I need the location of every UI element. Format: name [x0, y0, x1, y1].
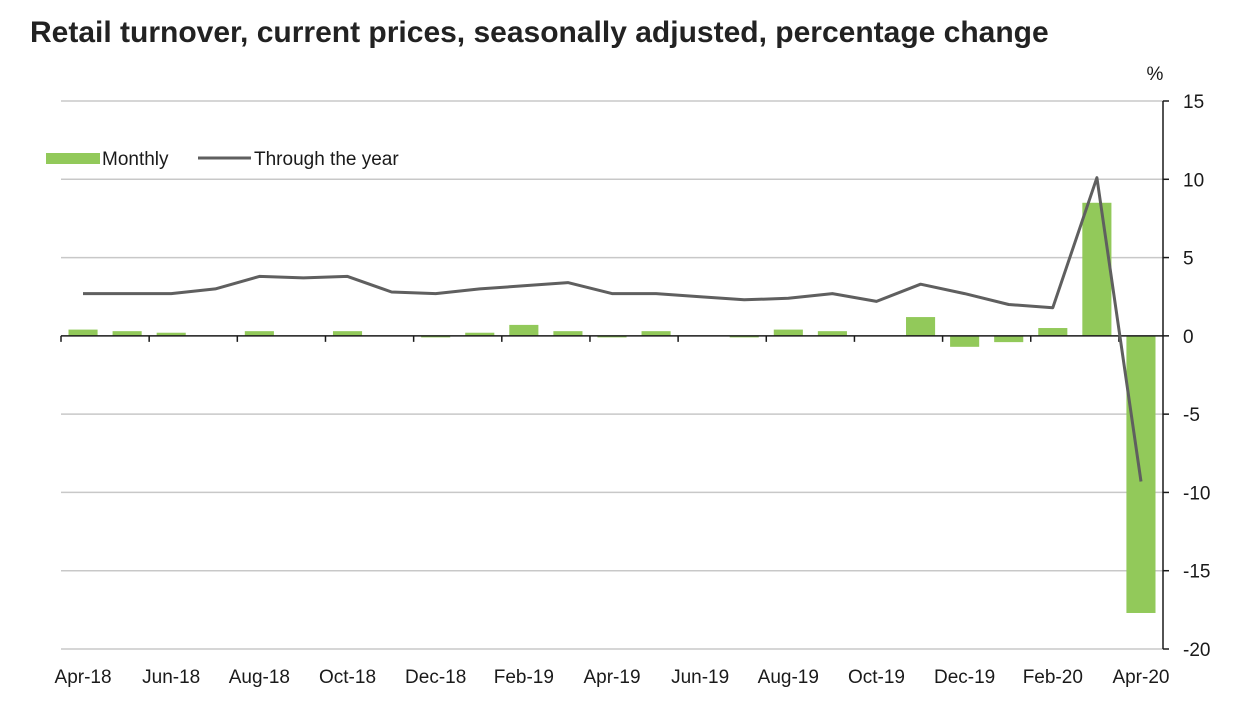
monthly-bar — [641, 331, 671, 336]
monthly-bar — [332, 331, 363, 336]
through-the-year-line — [83, 176, 1143, 482]
monthly-bar — [156, 332, 186, 336]
x-tick-label: Apr-20 — [1112, 667, 1169, 688]
x-tick-label: Aug-18 — [229, 667, 290, 688]
x-tick-label: Apr-19 — [583, 667, 640, 688]
x-tick-label: Jun-18 — [142, 667, 200, 688]
legend-label-monthly: Monthly — [102, 149, 169, 170]
x-tick-label: Aug-19 — [758, 667, 819, 688]
monthly-bar — [1038, 328, 1068, 336]
axes — [60, 100, 1169, 650]
monthly-bar — [994, 335, 1024, 343]
y-tick-label: 5 — [1183, 249, 1194, 270]
y-tick-label: -20 — [1183, 640, 1210, 661]
x-tick-label: Feb-20 — [1023, 667, 1083, 688]
monthly-bar — [465, 332, 495, 336]
monthly-bar — [729, 335, 759, 338]
axis-labels: 15 10 5 0 -5 -10 -15 -20% Apr-18 Jun-18 Aug-18 Oct-… — [55, 64, 1211, 688]
chart-title: Retail turnover, current prices, seasona… — [30, 16, 1049, 49]
x-tick-label: Apr-18 — [55, 667, 112, 688]
x-tick-label: Feb-19 — [494, 667, 554, 688]
monthly-bar — [597, 335, 627, 338]
monthly-bar — [509, 324, 539, 336]
monthly-bar — [68, 329, 98, 336]
monthly-bar — [817, 331, 847, 336]
x-tick-label: Dec-18 — [405, 667, 466, 688]
y-tick-label: -10 — [1183, 483, 1210, 504]
legend-swatch-monthly — [46, 153, 100, 164]
through-the-year-line-group — [83, 176, 1143, 482]
monthly-bar — [773, 329, 803, 336]
monthly-bar — [553, 331, 583, 336]
monthly-bar — [244, 331, 274, 336]
x-tick-label: Oct-19 — [848, 667, 905, 688]
x-tick-label: Jun-19 — [671, 667, 729, 688]
x-tick-label: Oct-18 — [319, 667, 376, 688]
y-unit-label: % — [1147, 64, 1164, 85]
y-tick-label: 0 — [1183, 327, 1194, 348]
monthly-bars — [68, 202, 1156, 613]
y-tick-label: 15 — [1183, 92, 1204, 113]
y-tick-label: 10 — [1183, 170, 1204, 191]
legend-label-through-the-year: Through the year — [254, 149, 399, 170]
gridlines — [61, 100, 1163, 650]
monthly-bar — [950, 335, 980, 347]
monthly-bar — [421, 335, 451, 338]
legend: Monthly Through the year — [46, 149, 399, 170]
monthly-bar — [112, 331, 142, 336]
monthly-bar — [1082, 202, 1112, 336]
y-tick-label: -15 — [1183, 562, 1210, 583]
monthly-bar — [906, 317, 936, 336]
x-tick-label: Dec-19 — [934, 667, 995, 688]
y-tick-label: -5 — [1183, 405, 1200, 426]
